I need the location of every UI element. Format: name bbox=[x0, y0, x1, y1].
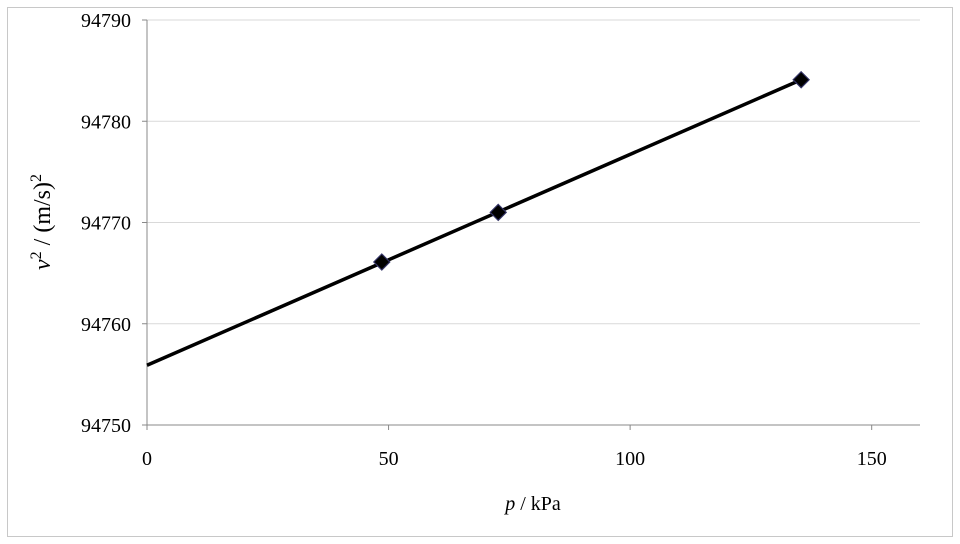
y-tick-label: 94780 bbox=[81, 111, 131, 133]
y-axis-title-part: 2 bbox=[28, 251, 45, 259]
trendline bbox=[146, 78, 802, 367]
y-axis-title-part: / (m/s) bbox=[30, 182, 56, 251]
data-point bbox=[372, 253, 391, 271]
chart-frame bbox=[7, 7, 953, 537]
x-axis-title: p / kPa bbox=[503, 493, 561, 515]
x-axis-title-part: p bbox=[503, 493, 515, 515]
data-point bbox=[489, 203, 508, 222]
y-axis-title-part: 2 bbox=[28, 174, 45, 182]
y-tick-label: 94770 bbox=[81, 213, 131, 235]
x-tick-label: 0 bbox=[142, 448, 152, 470]
x-tick-label: 150 bbox=[857, 448, 887, 470]
y-tick-label: 94760 bbox=[81, 314, 131, 336]
x-tick-label: 100 bbox=[615, 448, 645, 470]
x-axis-title-part: / kPa bbox=[515, 493, 561, 515]
y-axis-title: v2 / (m/s)2 bbox=[28, 174, 56, 270]
data-point bbox=[792, 70, 810, 89]
x-tick-label: 50 bbox=[379, 448, 399, 470]
y-tick-label: 94750 bbox=[81, 415, 131, 437]
y-axis-title-part: v bbox=[30, 259, 56, 270]
y-tick-label: 94790 bbox=[81, 10, 131, 32]
